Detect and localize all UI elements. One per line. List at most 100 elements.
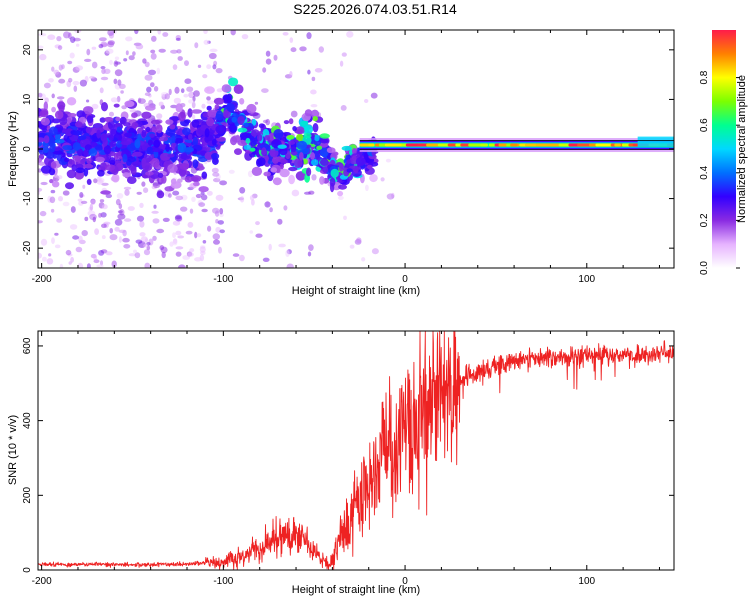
spectral-blob-faint — [113, 60, 119, 67]
spectral-blob-faint — [107, 40, 115, 46]
spectral-blob — [38, 137, 45, 143]
spectral-blob-faint — [72, 235, 80, 240]
spectral-blob-faint — [164, 93, 170, 100]
spectral-blob-faint — [38, 161, 46, 166]
spectral-blob-faint — [118, 236, 122, 243]
spectral-blob — [57, 101, 66, 110]
spectral-blob-faint — [105, 193, 113, 199]
spectral-blob — [65, 182, 74, 190]
spectral-blob-faint — [47, 34, 56, 40]
spectral-blob — [130, 166, 137, 176]
tone-segment — [510, 143, 518, 147]
spectral-blob — [283, 120, 290, 125]
spectral-blob-faint — [76, 43, 80, 47]
spectral-blob-faint — [172, 220, 181, 226]
spectral-blob — [288, 166, 298, 172]
spectral-blob-faint — [172, 190, 180, 196]
spectral-blob-faint — [310, 104, 318, 108]
spectral-blob — [346, 159, 352, 164]
spectral-blob-faint — [170, 49, 178, 54]
spectrogram-x-axis-label: Height of straight line (km) — [292, 285, 420, 297]
y-tick-label: 400 — [22, 412, 33, 429]
spectral-blob-faint — [365, 184, 369, 191]
spectral-blob — [228, 77, 239, 87]
spectral-blob-faint — [240, 196, 245, 203]
spectral-blob — [246, 103, 257, 114]
spectral-blob — [201, 171, 208, 179]
spectral-blob — [264, 135, 271, 141]
colorbar-ticks: 0.0 0.2 0.4 0.6 0.8 — [699, 70, 740, 275]
spectral-blob-faint — [139, 202, 144, 208]
spectral-blob-faint — [124, 189, 130, 196]
spectral-blob — [187, 108, 193, 118]
spectral-blob — [292, 126, 297, 132]
spectral-blob-faint — [86, 48, 91, 56]
spectral-blob-faint — [175, 230, 182, 236]
tone-segment — [673, 143, 674, 147]
spectral-blob-faint — [219, 208, 224, 215]
tone-segment — [480, 143, 488, 147]
spectral-blob-faint — [38, 33, 47, 37]
spectral-blob — [146, 146, 154, 155]
spectral-blob-faint — [75, 246, 83, 253]
colorbar-tick-label: 0.8 — [699, 70, 710, 84]
spectral-blob-faint — [265, 58, 272, 65]
spectral-blob — [144, 136, 151, 141]
spectral-blob-faint — [123, 186, 132, 190]
spectral-blob — [286, 134, 295, 140]
spectral-blob-faint — [290, 47, 297, 53]
spectral-blob-faint — [290, 110, 298, 118]
spectral-blob-faint — [57, 175, 63, 180]
spectral-blob-faint — [68, 77, 73, 83]
spectral-blob — [363, 151, 369, 161]
spectral-blob-faint — [94, 228, 99, 236]
spectral-blob-faint — [117, 210, 123, 214]
spectral-blob-faint — [175, 246, 184, 250]
spectral-blob — [76, 110, 86, 118]
spectral-blob-faint — [265, 50, 271, 57]
spectral-blob-faint — [128, 253, 136, 257]
spectral-blob-faint — [159, 245, 165, 251]
spectral-blob-faint — [262, 67, 267, 73]
spectral-blob-faint — [211, 167, 219, 174]
spectral-blob-faint — [162, 217, 170, 222]
spectral-blob-faint — [142, 58, 147, 64]
spectral-blob-faint — [152, 235, 157, 241]
spectral-blob-faint — [193, 90, 200, 97]
spectral-blob — [213, 97, 225, 105]
spectral-blob — [175, 103, 183, 113]
spectral-blob — [62, 145, 73, 151]
x-tick-label: -100 — [213, 274, 233, 285]
spectral-blob-faint — [199, 246, 206, 253]
spectral-blob-faint — [144, 61, 150, 68]
spectral-blob-faint — [254, 101, 259, 105]
spectral-blob-faint — [96, 264, 104, 268]
spectral-blob-faint — [91, 103, 99, 110]
spectral-blob-faint — [48, 78, 54, 83]
spectral-blob — [156, 124, 163, 134]
spectral-blob-faint — [203, 39, 210, 45]
spectral-blob — [243, 144, 251, 150]
spectral-blob-faint — [65, 249, 72, 256]
spectral-blob-faint — [79, 192, 84, 198]
spectral-blob — [233, 84, 244, 94]
spectral-blob — [131, 161, 142, 167]
spectral-blob — [152, 148, 162, 153]
spectral-blob-faint — [50, 208, 55, 213]
spectral-blob — [314, 134, 320, 142]
spectral-blob — [111, 173, 120, 183]
y-tick-label: 20 — [22, 44, 33, 56]
spectral-blob — [75, 167, 85, 174]
tone-segment — [524, 143, 538, 147]
spectral-blob-faint — [73, 85, 78, 92]
spectral-blob-faint — [100, 76, 109, 81]
spectral-blob — [214, 104, 220, 110]
spectral-blob-faint — [136, 191, 142, 195]
spectral-blob-faint — [132, 51, 136, 56]
spectral-blob — [123, 122, 131, 127]
spectral-blob-faint — [150, 53, 157, 60]
spectral-blob-faint — [261, 88, 269, 93]
spectral-blob — [273, 129, 284, 139]
spectral-blob-faint — [91, 61, 98, 69]
spectral-blob — [165, 144, 170, 152]
